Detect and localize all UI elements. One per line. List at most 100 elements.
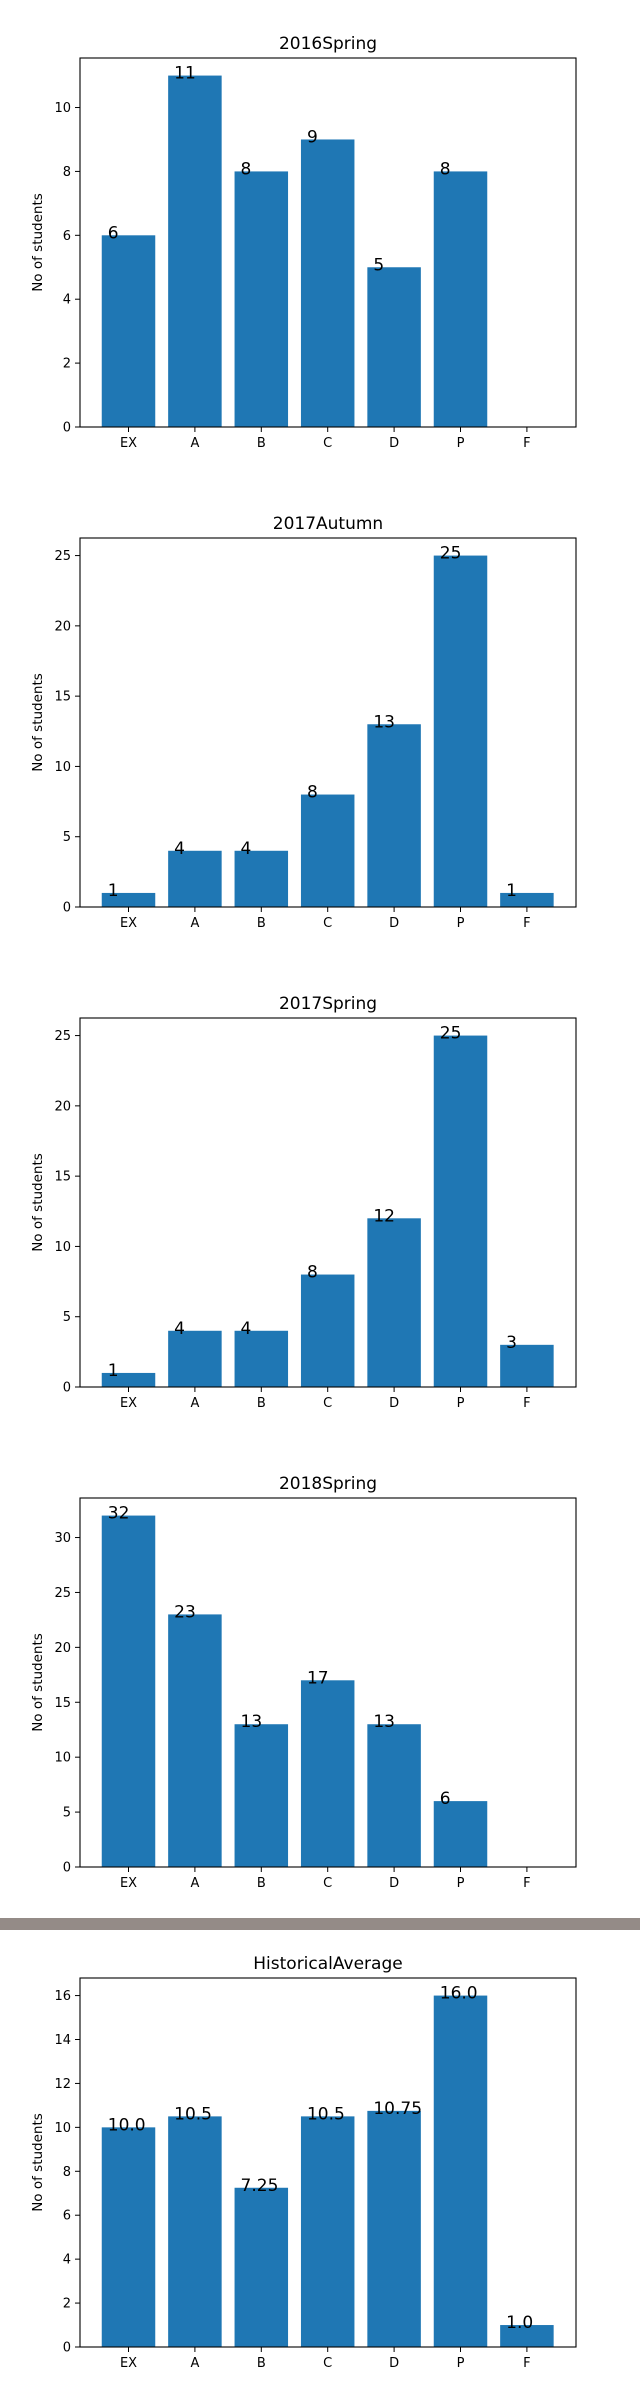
- data-label: 32: [108, 1504, 130, 1524]
- bar-A: [168, 1614, 222, 1867]
- data-label: 4: [241, 1319, 252, 1339]
- chart-title: 2017Spring: [279, 994, 377, 1014]
- chart-3: 2018Spring 32 23 13 17 13 6 0 5 10 15 20 25 30 EX A B C D P…: [30, 1474, 577, 1891]
- y-tick-label: 10: [54, 760, 71, 775]
- bar-A: [168, 2116, 222, 2348]
- x-tick-label: F: [523, 436, 530, 451]
- y-tick-label: 20: [54, 1641, 71, 1656]
- bar-D: [367, 1724, 421, 1867]
- y-axis-label: No of students: [30, 1153, 46, 1252]
- bar-C: [300, 1274, 355, 1387]
- y-tick-label: 20: [54, 1099, 71, 1114]
- y-tick-label: 5: [63, 830, 71, 845]
- data-label: 25: [440, 1024, 462, 1044]
- bar-D: [367, 267, 421, 427]
- x-tick-label: C: [323, 916, 332, 931]
- bar-P: [433, 171, 488, 427]
- bar-D: [367, 2110, 421, 2347]
- y-tick-label: 8: [63, 165, 71, 180]
- x-tick-label: A: [190, 916, 199, 931]
- x-tick-label: F: [523, 2356, 530, 2371]
- x-tick-label: EX: [120, 1396, 137, 1411]
- y-tick-label: 15: [54, 1696, 71, 1711]
- bar-A: [168, 850, 222, 907]
- y-tick-label: 4: [63, 2253, 71, 2268]
- section-separator: [0, 1918, 640, 1930]
- y-tick-label: 15: [54, 690, 71, 705]
- bar-EX: [101, 2127, 156, 2347]
- y-tick-label: 2: [63, 357, 71, 372]
- y-axis-label: No of students: [30, 1633, 46, 1732]
- chart-title: 2018Spring: [279, 1474, 377, 1494]
- bar-C: [300, 2116, 355, 2348]
- bar-P: [433, 1035, 488, 1387]
- data-label: 11: [174, 64, 196, 84]
- y-tick-label: 6: [63, 229, 71, 244]
- data-label: 23: [174, 1602, 196, 1622]
- y-tick-label: 5: [63, 1806, 71, 1821]
- data-label: 17: [307, 1668, 329, 1688]
- x-tick-label: D: [389, 436, 399, 451]
- data-label: 8: [241, 159, 252, 179]
- x-tick-label: B: [257, 1396, 266, 1411]
- data-label: 4: [241, 839, 252, 859]
- y-tick-label: 2: [63, 2297, 71, 2312]
- data-label: 8: [307, 783, 318, 803]
- data-label: 13: [241, 1712, 263, 1732]
- x-tick-label: C: [323, 1876, 332, 1891]
- y-tick-label: 30: [54, 1531, 71, 1546]
- bar-P: [433, 1995, 488, 2347]
- x-tick-label: EX: [120, 2356, 137, 2371]
- x-tick-label: P: [457, 916, 465, 931]
- y-tick-label: 15: [54, 1170, 71, 1185]
- bar-A: [168, 75, 222, 427]
- data-label: 25: [440, 544, 462, 564]
- y-axis-label: No of students: [30, 193, 46, 292]
- chart-4: HistoricalAverage 10.0 10.5 7.25 10.5 10.75 16…: [30, 1954, 577, 2371]
- x-tick-label: D: [389, 916, 399, 931]
- y-tick-label: 0: [63, 1381, 71, 1396]
- y-tick-label: 5: [63, 1310, 71, 1325]
- data-label: 1.0: [506, 2313, 533, 2333]
- y-tick-label: 20: [54, 619, 71, 634]
- data-label: 1: [506, 881, 517, 901]
- y-tick-label: 16: [54, 1989, 71, 2004]
- data-label: 1: [108, 881, 119, 901]
- chart-0: 2016Spring 6 11 8 9 5 8 0 2 4 6 8 10 EX A B C D P F No of st…: [30, 34, 577, 451]
- x-tick-label: B: [257, 916, 266, 931]
- chart-2: 2017Spring 1 4 4 8 12 25 3 0 5 10 15 20 25 EX A B C D P F No …: [30, 994, 577, 1411]
- data-label: 3: [506, 1333, 517, 1353]
- x-tick-label: F: [523, 1876, 530, 1891]
- data-label: 4: [174, 1319, 185, 1339]
- data-label: 10.0: [108, 2115, 146, 2135]
- bar-B: [234, 2187, 289, 2347]
- bar-D: [367, 1218, 421, 1387]
- y-axis-label: No of students: [30, 673, 46, 772]
- data-label: 13: [373, 712, 395, 732]
- x-tick-label: F: [523, 1396, 530, 1411]
- data-label: 6: [108, 223, 119, 243]
- y-tick-label: 10: [54, 1751, 71, 1766]
- bar-D: [367, 724, 421, 907]
- data-label: 6: [440, 1789, 451, 1809]
- data-label: 12: [373, 1206, 395, 1226]
- x-tick-label: C: [323, 436, 332, 451]
- data-label: 5: [373, 255, 384, 275]
- bar-B: [234, 1724, 289, 1867]
- bar-B: [234, 1330, 289, 1387]
- bar-B: [234, 171, 289, 427]
- bar-C: [300, 139, 355, 427]
- y-tick-label: 14: [54, 2033, 71, 2048]
- y-tick-label: 25: [54, 1029, 71, 1044]
- x-tick-label: B: [257, 1876, 266, 1891]
- data-label: 8: [440, 159, 451, 179]
- bar-A: [168, 1330, 222, 1387]
- x-tick-label: A: [190, 1396, 199, 1411]
- x-tick-label: EX: [120, 436, 137, 451]
- data-label: 10.5: [307, 2104, 345, 2124]
- y-tick-label: 0: [63, 901, 71, 916]
- x-tick-label: C: [323, 2356, 332, 2371]
- y-tick-label: 6: [63, 2209, 71, 2224]
- data-label: 10.5: [174, 2104, 212, 2124]
